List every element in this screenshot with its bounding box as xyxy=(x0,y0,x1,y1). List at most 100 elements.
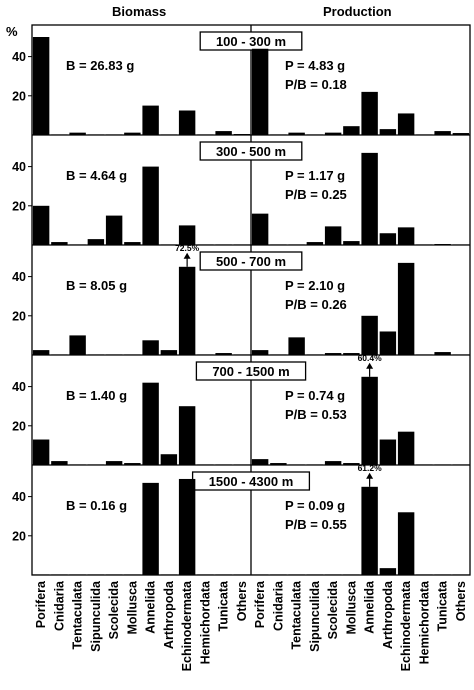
production-bar xyxy=(251,574,269,575)
y-tick-label: 40 xyxy=(12,50,26,64)
biomass-bar xyxy=(105,215,123,245)
biomass-bar xyxy=(87,574,105,575)
production-bar xyxy=(288,574,305,575)
production-bar xyxy=(379,233,397,245)
biomass-title: Biomass xyxy=(112,4,167,19)
biomass-bar xyxy=(178,266,196,355)
production-annotation-arrowhead xyxy=(366,472,374,479)
production-bar xyxy=(306,242,324,245)
biomass-value-label: B = 8.05 g xyxy=(66,278,127,293)
production-bar xyxy=(434,352,451,355)
biomass-category-label: Hemichordata xyxy=(198,580,212,664)
biomass-bar xyxy=(142,382,159,465)
production-bar xyxy=(434,574,451,575)
production-category-label: Mollusca xyxy=(344,580,358,635)
depth-label: 300 - 500 m xyxy=(216,144,286,159)
depth-label-box xyxy=(199,251,303,271)
biomass-category-label: Tunicata xyxy=(217,580,231,632)
depth-label-box xyxy=(199,141,303,161)
production-bar xyxy=(324,132,342,135)
production-bar xyxy=(251,459,269,465)
biomass-bar xyxy=(105,461,123,465)
y-tick-label: 40 xyxy=(12,270,26,284)
production-bar xyxy=(397,113,415,135)
production-value-label: P = 1.17 g xyxy=(285,168,345,183)
production-bar xyxy=(452,133,470,135)
biomass-category-label: Sipunculida xyxy=(89,580,103,652)
biomass-bar xyxy=(142,482,159,575)
biomass-bar xyxy=(51,461,68,465)
biomass-category-label: Others xyxy=(235,581,249,621)
biomass-bar xyxy=(32,37,50,135)
biomass-bar xyxy=(160,454,178,465)
production-value-label: P = 0.74 g xyxy=(285,388,345,403)
y-tick-label: 40 xyxy=(12,380,26,394)
y-tick-label: 20 xyxy=(12,419,26,433)
biomass-bar xyxy=(178,478,196,575)
y-tick-label: 20 xyxy=(12,199,26,213)
production-category-label: Hemichordata xyxy=(417,580,431,664)
biomass-bar xyxy=(69,335,86,355)
biomass-value-label: B = 0.16 g xyxy=(66,498,127,513)
biomass-category-label: Echinodermata xyxy=(180,580,194,671)
biomass-bar xyxy=(51,242,68,245)
biomass-annotation-arrowhead xyxy=(183,252,191,259)
production-bar xyxy=(343,241,360,245)
biomass-category-label: Scolecida xyxy=(107,580,121,639)
production-category-label: Porifera xyxy=(253,580,267,628)
production-title: Production xyxy=(323,4,392,19)
biomass-category-label: Porifera xyxy=(34,580,48,628)
production-value-label: P = 0.09 g xyxy=(285,498,345,513)
biomass-category-label: Mollusca xyxy=(125,580,139,635)
biomass-bar xyxy=(124,132,141,135)
production-bar xyxy=(343,463,360,465)
biomass-bar xyxy=(32,205,50,245)
production-bar xyxy=(361,315,378,355)
production-category-label: Cnidaria xyxy=(271,580,285,631)
production-bar xyxy=(397,431,415,465)
biomass-bar xyxy=(215,353,232,355)
production-bar xyxy=(324,226,342,245)
depth-label: 1500 - 4300 m xyxy=(209,474,294,489)
biomass-annotation-label: 72.5% xyxy=(175,243,200,253)
y-tick-label: 20 xyxy=(12,309,26,323)
production-bar xyxy=(306,574,324,575)
biomass-bar xyxy=(69,574,86,575)
production-bar xyxy=(270,463,287,465)
production-bar xyxy=(434,131,451,135)
production-value-label: P = 4.83 g xyxy=(285,58,345,73)
production-bar xyxy=(361,152,378,245)
production-bar xyxy=(251,48,269,136)
biomass-bar xyxy=(69,132,86,135)
biomass-bar xyxy=(160,574,178,575)
production-category-label: Tunicata xyxy=(436,580,450,632)
production-category-label: Annelida xyxy=(363,580,377,634)
production-bar xyxy=(379,129,397,135)
depth-label-box xyxy=(199,31,303,51)
biomass-bar xyxy=(178,406,196,465)
production-bar xyxy=(343,353,360,355)
biomass-category-label: Cnidaria xyxy=(52,580,66,631)
biomass-bar xyxy=(124,574,141,575)
y-axis-unit: % xyxy=(6,24,18,39)
y-tick-label: 20 xyxy=(12,89,26,103)
production-ratio-label: P/B = 0.26 xyxy=(285,297,347,312)
production-bar xyxy=(452,574,470,575)
production-bar xyxy=(288,337,305,355)
production-category-label: Others xyxy=(454,581,468,621)
y-tick-label: 40 xyxy=(12,490,26,504)
production-ratio-label: P/B = 0.25 xyxy=(285,187,347,202)
production-annotation-arrowhead xyxy=(366,362,374,369)
biomass-bar xyxy=(178,110,196,135)
biomass-bar xyxy=(32,439,50,465)
depth-label-box xyxy=(195,361,307,381)
biomass-value-label: B = 26.83 g xyxy=(66,58,134,73)
production-bar xyxy=(361,376,378,465)
biomass-bar xyxy=(51,574,68,575)
production-category-label: Tentaculata xyxy=(290,580,304,650)
production-bar xyxy=(379,331,397,355)
biomass-category-label: Tentaculata xyxy=(71,580,85,650)
production-category-label: Sipunculida xyxy=(308,580,322,652)
